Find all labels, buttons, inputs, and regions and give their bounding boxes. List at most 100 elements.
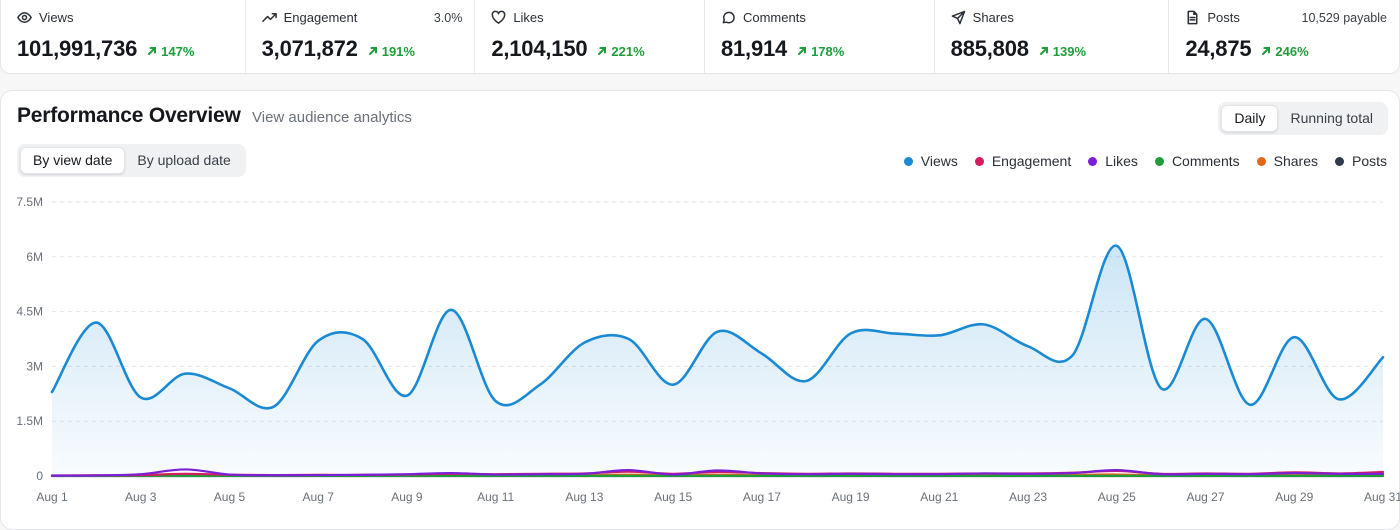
stat-value: 24,875 bbox=[1185, 36, 1251, 62]
stat-card-header: Likes bbox=[491, 10, 543, 25]
stat-value-row: 885,808 139% bbox=[951, 36, 1086, 62]
series-lines bbox=[52, 246, 1383, 476]
y-tick-label: 3M bbox=[26, 359, 43, 373]
stat-value-row: 2,104,150 221% bbox=[491, 36, 644, 62]
view-audience-analytics-link[interactable]: View audience analytics bbox=[252, 109, 412, 126]
legend-item-posts[interactable]: Posts bbox=[1335, 153, 1387, 169]
x-tick-label: Aug 13 bbox=[565, 490, 603, 504]
x-tick-label: Aug 1 bbox=[36, 490, 68, 504]
tab-daily[interactable]: Daily bbox=[1221, 105, 1278, 132]
stat-card-header: Shares bbox=[951, 10, 1014, 25]
stat-card-shares[interactable]: Shares 885,808 139% bbox=[935, 0, 1170, 73]
stat-card-header: Comments bbox=[721, 10, 806, 25]
stat-delta-value: 139% bbox=[1053, 44, 1086, 59]
legend-dot bbox=[1335, 157, 1344, 166]
stat-card-posts[interactable]: Posts 10,529 payable 24,875 246% bbox=[1169, 0, 1399, 73]
tab-running-total[interactable]: Running total bbox=[1278, 105, 1385, 132]
date-mode-toggle: By view date By upload date bbox=[17, 144, 246, 177]
stat-delta: 221% bbox=[597, 44, 644, 59]
trending-up-icon bbox=[262, 10, 277, 25]
stat-value: 101,991,736 bbox=[17, 36, 137, 62]
panel-title: Performance Overview bbox=[17, 104, 241, 128]
x-tick-label: Aug 17 bbox=[743, 490, 781, 504]
stat-extra: 3.0% bbox=[434, 11, 463, 25]
legend-label: Engagement bbox=[992, 153, 1071, 169]
x-tick-label: Aug 29 bbox=[1275, 490, 1313, 504]
legend-label: Likes bbox=[1105, 153, 1138, 169]
tab-by-upload-date[interactable]: By upload date bbox=[125, 147, 242, 174]
x-axis: Aug 1 Aug 3 Aug 5 Aug 7 Aug 9 Aug 11 Aug 13 Aug… bbox=[36, 490, 1400, 504]
legend-item-engagement[interactable]: Engagement bbox=[975, 153, 1071, 169]
stat-card-comments[interactable]: Comments 81,914 178% bbox=[705, 0, 935, 73]
x-tick-label: Aug 15 bbox=[654, 490, 692, 504]
stat-value-row: 81,914 178% bbox=[721, 36, 844, 62]
stat-delta-value: 178% bbox=[811, 44, 844, 59]
x-tick-label: Aug 23 bbox=[1009, 490, 1047, 504]
tab-by-view-date[interactable]: By view date bbox=[20, 147, 125, 174]
stat-value-row: 3,071,872 191% bbox=[262, 36, 415, 62]
arrow-up-right-icon bbox=[147, 46, 157, 56]
legend-item-shares[interactable]: Shares bbox=[1257, 153, 1318, 169]
stat-card-header: Posts bbox=[1185, 10, 1240, 25]
comment-icon bbox=[721, 10, 736, 25]
arrow-up-right-icon bbox=[1261, 46, 1271, 56]
stat-value: 81,914 bbox=[721, 36, 787, 62]
stat-card-engagement[interactable]: Engagement 3.0% 3,071,872 191% bbox=[246, 0, 476, 73]
legend-dot bbox=[975, 157, 984, 166]
stat-card-likes[interactable]: Likes 2,104,150 221% bbox=[475, 0, 705, 73]
stat-label: Comments bbox=[743, 10, 806, 25]
x-tick-label: Aug 11 bbox=[477, 490, 514, 504]
document-icon bbox=[1185, 10, 1200, 25]
legend-dot bbox=[1257, 157, 1266, 166]
x-tick-label: Aug 9 bbox=[391, 490, 423, 504]
arrow-up-right-icon bbox=[597, 46, 607, 56]
stat-label: Posts bbox=[1207, 10, 1240, 25]
y-tick-label: 6M bbox=[26, 250, 43, 264]
x-tick-label: Aug 21 bbox=[920, 490, 958, 504]
stat-card-header: Views bbox=[17, 10, 73, 25]
stat-extra: 10,529 payable bbox=[1302, 11, 1388, 25]
legend-label: Shares bbox=[1274, 153, 1318, 169]
x-tick-label: Aug 5 bbox=[214, 490, 246, 504]
stat-card-views[interactable]: Views 101,991,736 147% bbox=[1, 0, 246, 73]
y-tick-label: 1.5M bbox=[16, 414, 43, 428]
legend-label: Views bbox=[921, 153, 958, 169]
stat-value: 3,071,872 bbox=[262, 36, 358, 62]
stat-label: Shares bbox=[973, 10, 1014, 25]
x-tick-label: Aug 7 bbox=[303, 490, 335, 504]
x-tick-label: Aug 27 bbox=[1187, 490, 1225, 504]
stat-label: Engagement bbox=[284, 10, 358, 25]
stat-value-row: 101,991,736 147% bbox=[17, 36, 194, 62]
arrow-up-right-icon bbox=[797, 46, 807, 56]
stat-delta: 178% bbox=[797, 44, 844, 59]
stat-card-header: Engagement bbox=[262, 10, 358, 25]
stat-delta-value: 191% bbox=[382, 44, 415, 59]
legend-dot bbox=[1155, 157, 1164, 166]
stat-value: 885,808 bbox=[951, 36, 1029, 62]
stat-delta: 147% bbox=[147, 44, 194, 59]
stat-value-row: 24,875 246% bbox=[1185, 36, 1308, 62]
y-tick-label: 0 bbox=[36, 469, 43, 483]
heart-icon bbox=[491, 10, 506, 25]
eye-icon bbox=[17, 10, 32, 25]
stat-delta-value: 246% bbox=[1275, 44, 1308, 59]
legend-item-comments[interactable]: Comments bbox=[1155, 153, 1240, 169]
legend-label: Posts bbox=[1352, 153, 1387, 169]
stat-delta: 191% bbox=[368, 44, 415, 59]
legend-item-likes[interactable]: Likes bbox=[1088, 153, 1138, 169]
stat-value: 2,104,150 bbox=[491, 36, 587, 62]
x-tick-label: Aug 3 bbox=[125, 490, 157, 504]
stat-label: Likes bbox=[513, 10, 543, 25]
legend-label: Comments bbox=[1172, 153, 1240, 169]
x-tick-label: Aug 31 bbox=[1364, 490, 1400, 504]
x-tick-label: Aug 25 bbox=[1098, 490, 1136, 504]
legend-item-views[interactable]: Views bbox=[904, 153, 958, 169]
stat-delta: 139% bbox=[1039, 44, 1086, 59]
arrow-up-right-icon bbox=[1039, 46, 1049, 56]
stat-label: Views bbox=[39, 10, 73, 25]
legend-dot bbox=[904, 157, 913, 166]
series-area-views bbox=[52, 246, 1383, 476]
stat-delta-value: 147% bbox=[161, 44, 194, 59]
